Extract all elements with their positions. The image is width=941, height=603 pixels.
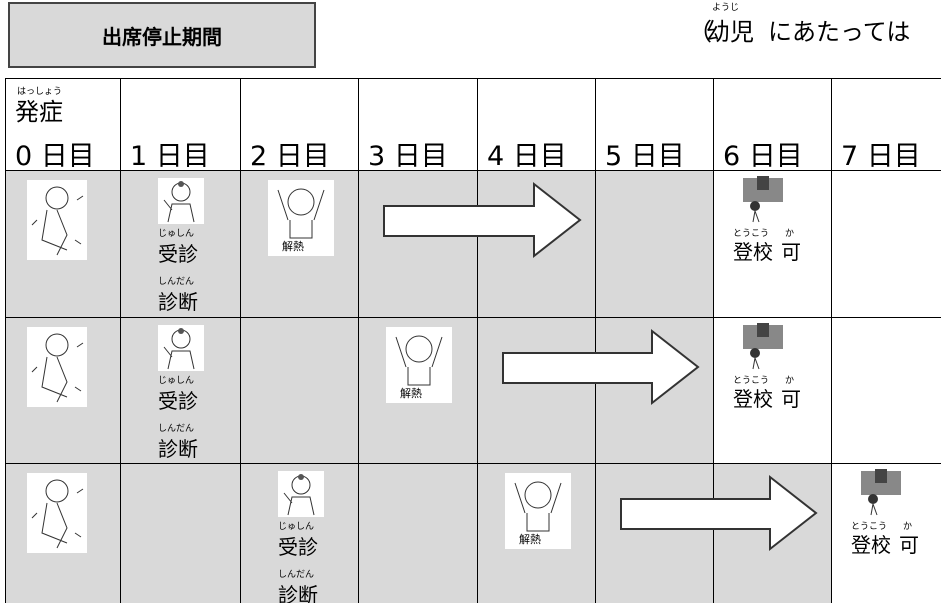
arrow [502,328,700,406]
consult-ruby: じゅしん [158,229,195,239]
day-label: 0 日目 [15,141,95,172]
badge: 出席停止期間 [8,2,316,68]
fever-label: 解熱 [400,387,422,400]
sick-illustration [27,327,87,407]
school-mark: 可 [899,533,919,557]
school-mark: 可 [781,387,801,411]
day-label: 2 日目 [250,141,330,172]
day-label: 5 日目 [605,141,685,172]
school-illustration [743,323,783,370]
day-label: 6 日目 [723,141,803,172]
onset-ruby: はっしょう [17,87,63,97]
sick-illustration [27,180,87,260]
consult-label: 受診 [158,242,198,266]
cell [358,170,477,317]
school-label: 登校 [851,533,891,557]
cell [595,463,713,603]
school-illustration [861,469,901,516]
sick-illustration [27,473,87,553]
school-mark-ruby: か [785,376,795,386]
doctor-illustration [158,325,204,371]
school-label: 登校 [733,387,773,411]
day-label: 4 日目 [487,141,567,172]
cell [120,463,240,603]
note-suffix: にあたっては [768,18,911,46]
diagnosis-label: 診断 [158,437,198,461]
day-label: 7 日目 [841,141,921,172]
school-ruby: とうこう [733,229,770,239]
fever-label: 解熱 [282,240,304,253]
school-ruby: とうこう [851,522,888,532]
note-ruby: ようじ [712,3,740,13]
fever-illustration [386,327,452,403]
diagnosis-ruby: しんだん [278,570,315,580]
consult-label: 受診 [278,535,318,559]
cell [831,170,941,317]
school-illustration [743,176,783,223]
cell [477,317,595,463]
arrow [383,181,582,259]
day-label: 1 日目 [130,141,210,172]
fever-illustration [268,180,334,256]
cell [595,170,713,317]
cell [831,317,941,463]
doctor-illustration [278,471,324,517]
onset-label: 発症 [15,98,63,126]
cell [240,317,358,463]
diagnosis-label: 診断 [278,583,318,603]
school-mark-ruby: か [903,522,913,532]
diagnosis-label: 診断 [158,290,198,314]
consult-ruby: じゅしん [158,376,195,386]
fever-illustration [505,473,571,549]
school-ruby: とうこう [733,376,770,386]
diagnosis-ruby: しんだん [158,277,195,287]
consult-ruby: じゅしん [278,522,315,532]
arrow [620,474,818,552]
cell [358,463,477,603]
school-label: 登校 [733,240,773,264]
cell [713,317,831,463]
note-prefix: （ [688,18,712,46]
diagnosis-ruby: しんだん [158,424,195,434]
consult-label: 受診 [158,389,198,413]
school-mark: 可 [781,240,801,264]
fever-label: 解熱 [519,533,541,546]
school-mark-ruby: か [785,229,795,239]
day-label: 3 日目 [368,141,448,172]
cell [713,170,831,317]
cell [831,463,941,603]
note-word: 幼児 [706,18,754,46]
doctor-illustration [158,178,204,224]
